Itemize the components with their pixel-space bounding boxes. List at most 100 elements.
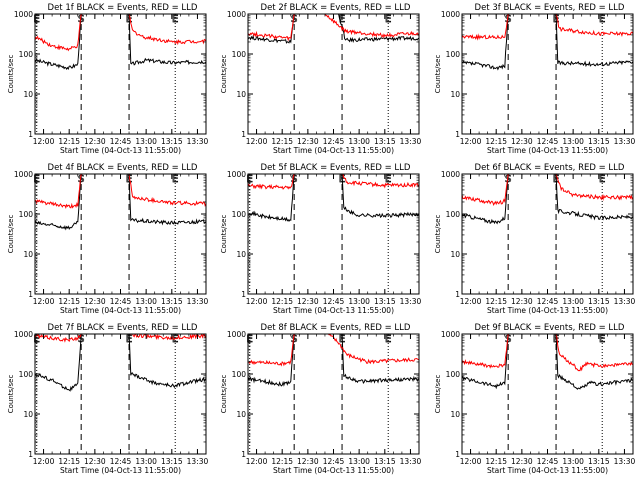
y-axis-label: Counts/sec <box>7 215 15 254</box>
x-tick-label: 12:30 <box>511 457 533 466</box>
y-axis-label: Counts/sec <box>434 55 442 94</box>
x-axis-label: Start Time (04-Oct-13 11:55:00) <box>487 146 608 155</box>
x-tick-label: 13:30 <box>614 457 636 466</box>
y-tick-label: 100 <box>446 210 461 219</box>
plot-frame <box>34 333 207 455</box>
plot-frame <box>461 173 634 295</box>
x-tick-label: 12:45 <box>323 457 345 466</box>
x-tick-label: 12:45 <box>323 297 345 306</box>
y-tick-label: 10 <box>450 90 460 99</box>
interval-marker-label: E <box>172 174 178 185</box>
y-tick-label: 10 <box>23 250 33 259</box>
x-tick-label: 12:45 <box>110 137 132 146</box>
chart-title: Det 6f BLACK = Events, RED = LLD <box>475 163 625 173</box>
chart-panel: Det 7f BLACK = Events, RED = LLD E S E E 1 10 1… <box>0 320 213 480</box>
x-tick-label: 12:45 <box>537 297 559 306</box>
events-series-line <box>248 14 419 44</box>
x-tick-label: 12:30 <box>84 457 106 466</box>
x-tick-label: 13:00 <box>562 297 584 306</box>
x-tick-label: 12:30 <box>84 297 106 306</box>
x-tick-label: 13:30 <box>187 457 209 466</box>
interval-marker-label: E <box>599 14 605 25</box>
x-tick-label: 13:15 <box>374 137 396 146</box>
y-tick-label: 10 <box>23 90 33 99</box>
y-tick-label: 1 <box>455 290 460 299</box>
x-axis-label: Start Time (04-Oct-13 11:55:00) <box>273 306 394 315</box>
x-tick-label: 12:15 <box>271 297 293 306</box>
y-tick-label: 100 <box>19 210 34 219</box>
interval-marker-label: E <box>599 334 605 345</box>
x-tick-label: 13:00 <box>348 457 370 466</box>
interval-marker-label: E <box>34 14 40 25</box>
x-tick-label: 13:15 <box>588 297 610 306</box>
events-series-line <box>248 174 419 222</box>
interval-marker-label: E <box>385 334 391 345</box>
chart-title: Det 9f BLACK = Events, RED = LLD <box>475 323 625 333</box>
y-tick-label: 1000 <box>441 10 460 19</box>
x-axis-label: Start Time (04-Oct-13 11:55:00) <box>273 466 394 475</box>
x-tick-label: 13:30 <box>400 297 422 306</box>
lld-series-line <box>35 14 206 52</box>
plot-frame <box>247 333 420 455</box>
chart-panel: Det 8f BLACK = Events, RED = LLD E S E E 1 10 1… <box>213 320 426 480</box>
y-tick-label: 10 <box>23 410 33 419</box>
y-tick-label: 100 <box>232 50 247 59</box>
interval-marker-label: E <box>34 174 40 185</box>
plot-frame <box>461 333 634 455</box>
chart-panel: Det 6f BLACK = Events, RED = LLD S E E 1 10 10… <box>427 160 640 320</box>
events-series-line <box>462 174 633 225</box>
lld-series-line <box>35 174 206 209</box>
x-tick-label: 13:30 <box>614 137 636 146</box>
chart-panel: Det 1f BLACK = Events, RED = LLD E S E E 1 10 1… <box>0 0 213 160</box>
lld-series-line <box>462 14 633 41</box>
x-tick-label: 13:30 <box>400 137 422 146</box>
x-tick-label: 12:15 <box>485 457 507 466</box>
x-tick-label: 12:15 <box>485 137 507 146</box>
y-tick-label: 1 <box>28 290 33 299</box>
plot-frame <box>461 13 634 135</box>
interval-marker-label: E <box>385 174 391 185</box>
y-tick-label: 10 <box>450 410 460 419</box>
x-tick-label: 13:00 <box>348 297 370 306</box>
plot-frame <box>247 13 420 135</box>
chart-title: Det 8f BLACK = Events, RED = LLD <box>261 323 411 333</box>
x-tick-label: 12:30 <box>297 137 319 146</box>
x-axis-label: Start Time (04-Oct-13 11:55:00) <box>60 466 181 475</box>
x-tick-label: 12:00 <box>246 457 268 466</box>
x-tick-label: 12:45 <box>537 457 559 466</box>
y-tick-label: 10 <box>236 250 246 259</box>
x-tick-label: 13:00 <box>562 457 584 466</box>
y-tick-label: 1 <box>455 130 460 139</box>
x-tick-label: 12:00 <box>246 137 268 146</box>
interval-marker-label: E <box>339 14 345 25</box>
y-tick-label: 100 <box>446 50 461 59</box>
y-tick-label: 100 <box>19 370 34 379</box>
x-tick-label: 12:15 <box>271 457 293 466</box>
x-tick-label: 13:15 <box>374 457 396 466</box>
events-series-line <box>462 334 633 390</box>
x-tick-label: 13:30 <box>400 457 422 466</box>
interval-marker-label: E <box>34 334 40 345</box>
plot-frame <box>34 173 207 295</box>
chart-title: Det 2f BLACK = Events, RED = LLD <box>261 3 411 13</box>
lld-series-line <box>35 334 206 343</box>
chart-panel: Det 4f BLACK = Events, RED = LLD E S E E 1 10 1… <box>0 160 213 320</box>
chart-panel: Det 3f BLACK = Events, RED = LLD S E E 1 10 10… <box>427 0 640 160</box>
x-tick-label: 12:00 <box>460 457 482 466</box>
interval-marker-label: S <box>291 14 297 25</box>
x-tick-label: 12:45 <box>537 137 559 146</box>
y-tick-label: 10 <box>236 410 246 419</box>
y-axis-label: Counts/sec <box>7 375 15 414</box>
x-tick-label: 12:00 <box>33 137 55 146</box>
x-tick-label: 13:00 <box>135 297 157 306</box>
plot-frame <box>34 13 207 135</box>
y-tick-label: 1 <box>455 450 460 459</box>
y-tick-label: 1000 <box>14 10 33 19</box>
